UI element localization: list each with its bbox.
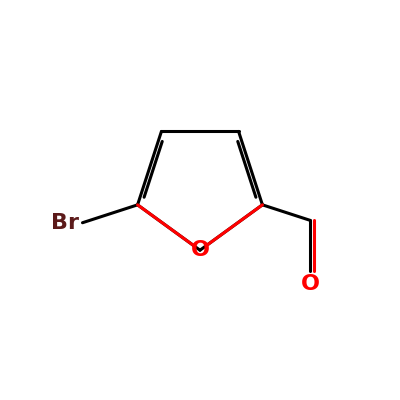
Text: O: O [301,274,320,294]
Text: Br: Br [51,213,79,233]
Text: O: O [190,240,210,260]
